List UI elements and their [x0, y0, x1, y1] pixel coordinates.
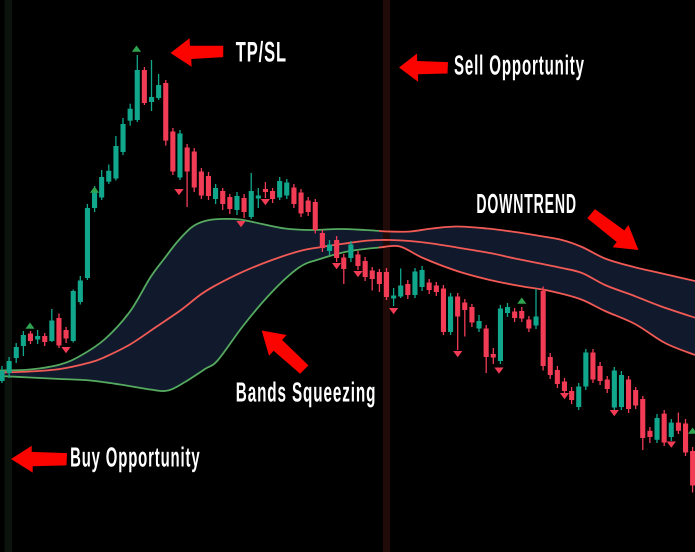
svg-text:DOWNTREND: DOWNTREND	[476, 188, 576, 219]
svg-text:Sell Opportunity: Sell Opportunity	[454, 50, 585, 81]
svg-text:Buy Opportunity: Buy Opportunity	[70, 441, 200, 472]
svg-text:Bands Squeezing: Bands Squeezing	[236, 376, 376, 407]
svg-text:TP/SL: TP/SL	[236, 36, 287, 68]
